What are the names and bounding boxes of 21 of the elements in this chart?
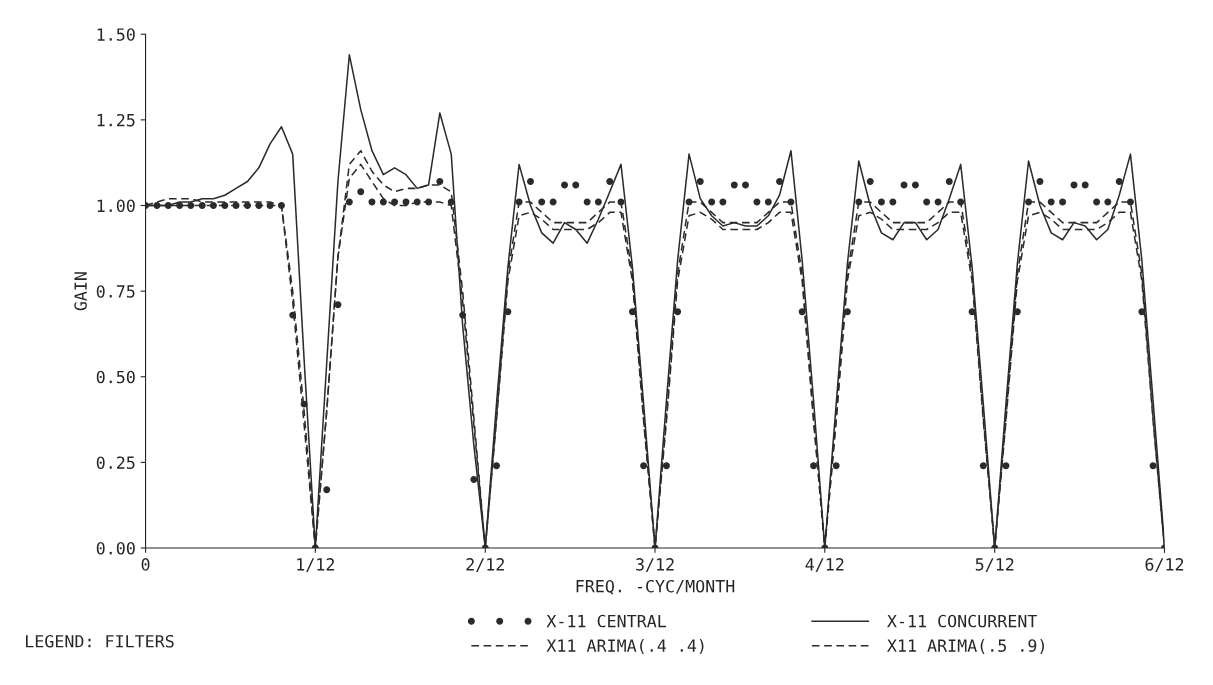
x-tick-label: 0 bbox=[141, 558, 150, 571]
legend-label: X-11 CENTRAL bbox=[546, 614, 667, 628]
y-tick-label: 0.75 bbox=[96, 285, 135, 298]
y-tick-label: 1.25 bbox=[97, 113, 135, 127]
y-tick-label: 1.50 bbox=[97, 28, 135, 41]
y-tick-label: 0.50 bbox=[96, 370, 135, 384]
legend-title: LEGEND: FILTERS bbox=[26, 634, 174, 648]
y-tick-label: 0.00 bbox=[96, 542, 135, 555]
legend-label: X11 ARIMA(.5 .9) bbox=[887, 639, 1044, 654]
x-tick-label: 5/12 bbox=[975, 558, 1014, 573]
x-tick-label: 4/12 bbox=[805, 558, 844, 573]
y-axis-title: GAIN bbox=[74, 272, 87, 311]
legend-label: X11 ARIMA(.4 .4) bbox=[546, 639, 704, 654]
x-tick-label: 3/12 bbox=[636, 558, 674, 573]
x-tick-label: 1/12 bbox=[297, 558, 334, 573]
x-tick-label: 2/12 bbox=[466, 558, 504, 573]
y-tick-label: 1.00 bbox=[97, 199, 135, 213]
legend-label: X-11 CONCURRENT bbox=[887, 614, 1038, 628]
y-tick-label: 0.25 bbox=[96, 456, 135, 469]
x-tick-label: 6/12 bbox=[1145, 558, 1184, 573]
x-axis-title: FREQ. -CYC/MONTH bbox=[576, 579, 735, 595]
